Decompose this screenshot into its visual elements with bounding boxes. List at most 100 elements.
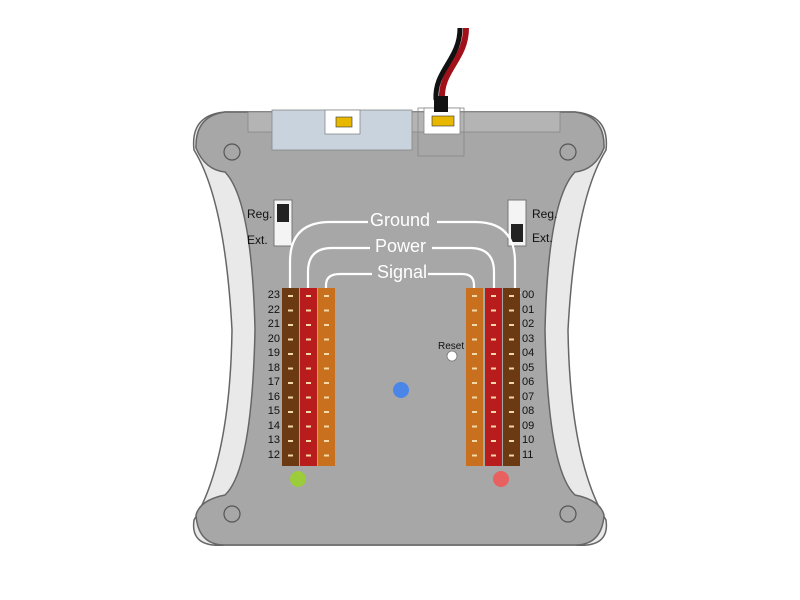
channel-number: 20 xyxy=(267,332,280,345)
pin[interactable] xyxy=(472,353,477,355)
pin[interactable] xyxy=(324,425,329,428)
pin[interactable] xyxy=(472,411,477,413)
pin[interactable] xyxy=(509,425,514,428)
pin[interactable] xyxy=(491,396,496,399)
pin[interactable] xyxy=(306,295,311,297)
pin[interactable] xyxy=(288,338,293,341)
board-top xyxy=(195,111,605,546)
pin-column xyxy=(503,288,520,466)
pin[interactable] xyxy=(472,454,477,457)
pin[interactable] xyxy=(288,324,293,326)
pin[interactable] xyxy=(509,367,514,370)
channel-number: 21 xyxy=(267,318,280,330)
pin[interactable] xyxy=(324,396,329,399)
pin[interactable] xyxy=(324,338,329,341)
pin[interactable] xyxy=(491,411,496,413)
pin[interactable] xyxy=(509,309,514,312)
pin[interactable] xyxy=(472,295,477,297)
pin[interactable] xyxy=(324,411,329,413)
pin[interactable] xyxy=(288,440,293,442)
channel-number: 03 xyxy=(522,332,535,345)
pin[interactable] xyxy=(491,324,496,326)
channel-number: 04 xyxy=(522,347,535,359)
pin[interactable] xyxy=(509,440,514,442)
reset-label: Reset xyxy=(438,341,465,352)
pin[interactable] xyxy=(306,338,311,341)
pin[interactable] xyxy=(306,440,311,442)
pin[interactable] xyxy=(472,367,477,370)
pin[interactable] xyxy=(472,425,477,428)
pin[interactable] xyxy=(491,440,496,442)
pin[interactable] xyxy=(306,411,311,413)
pin[interactable] xyxy=(288,425,293,428)
pin[interactable] xyxy=(324,309,329,312)
pin[interactable] xyxy=(324,454,329,457)
pin[interactable] xyxy=(509,454,514,457)
channel-number: 06 xyxy=(522,376,535,388)
pin[interactable] xyxy=(491,338,496,341)
pin[interactable] xyxy=(509,411,514,413)
pin[interactable] xyxy=(288,367,293,370)
pin[interactable] xyxy=(306,353,311,355)
pin[interactable] xyxy=(509,324,514,326)
pin[interactable] xyxy=(472,309,477,312)
pin[interactable] xyxy=(324,295,329,297)
channel-number: 08 xyxy=(522,405,535,417)
pin[interactable] xyxy=(324,353,329,355)
pin[interactable] xyxy=(288,411,293,413)
ground-arrow xyxy=(288,220,517,296)
channel-number: 11 xyxy=(522,448,534,461)
channel-number: 14 xyxy=(267,419,280,432)
pin[interactable] xyxy=(306,425,311,428)
channel-number: 16 xyxy=(267,390,280,403)
pin[interactable] xyxy=(324,440,329,442)
led-green-icon xyxy=(290,471,306,487)
channel-number: 19 xyxy=(267,347,280,359)
switch-left-icon[interactable] xyxy=(273,199,293,247)
pin[interactable] xyxy=(306,309,311,312)
pin[interactable] xyxy=(288,382,293,384)
pin[interactable] xyxy=(288,295,293,297)
pin-column xyxy=(300,288,317,466)
pin[interactable] xyxy=(491,353,496,355)
pin[interactable] xyxy=(472,396,477,399)
mounting-hole-icon xyxy=(559,505,577,523)
pin[interactable] xyxy=(491,367,496,370)
signal-label: Signal xyxy=(377,262,428,282)
pin[interactable] xyxy=(472,338,477,341)
pin[interactable] xyxy=(509,338,514,341)
pin[interactable] xyxy=(491,295,496,297)
channel-number: 00 xyxy=(522,289,535,301)
reset-button-icon[interactable] xyxy=(446,350,458,362)
pin[interactable] xyxy=(324,324,329,326)
pin[interactable] xyxy=(509,353,514,355)
pin[interactable] xyxy=(491,454,496,457)
pin-header-left xyxy=(282,288,335,466)
pin[interactable] xyxy=(288,309,293,312)
pin[interactable] xyxy=(491,382,496,384)
pin[interactable] xyxy=(288,353,293,355)
channel-number: 23 xyxy=(267,289,280,301)
pin[interactable] xyxy=(324,382,329,384)
pin[interactable] xyxy=(509,295,514,297)
pin[interactable] xyxy=(324,367,329,370)
pin[interactable] xyxy=(306,396,311,399)
pin[interactable] xyxy=(288,396,293,399)
pin[interactable] xyxy=(472,440,477,442)
pin[interactable] xyxy=(306,382,311,384)
pin[interactable] xyxy=(509,382,514,384)
mounting-hole-icon xyxy=(223,143,241,161)
pin[interactable] xyxy=(306,324,311,326)
pin[interactable] xyxy=(472,324,477,326)
pin[interactable] xyxy=(288,454,293,457)
pin[interactable] xyxy=(491,425,496,428)
pin[interactable] xyxy=(306,454,311,457)
channel-number: 02 xyxy=(522,318,535,330)
pin[interactable] xyxy=(491,309,496,312)
pin[interactable] xyxy=(509,396,514,399)
pin[interactable] xyxy=(306,367,311,370)
pin[interactable] xyxy=(472,382,477,384)
switch-right-icon[interactable] xyxy=(507,199,527,247)
pin-column xyxy=(485,288,502,466)
right-switch-ext-label: Ext. xyxy=(532,231,553,245)
